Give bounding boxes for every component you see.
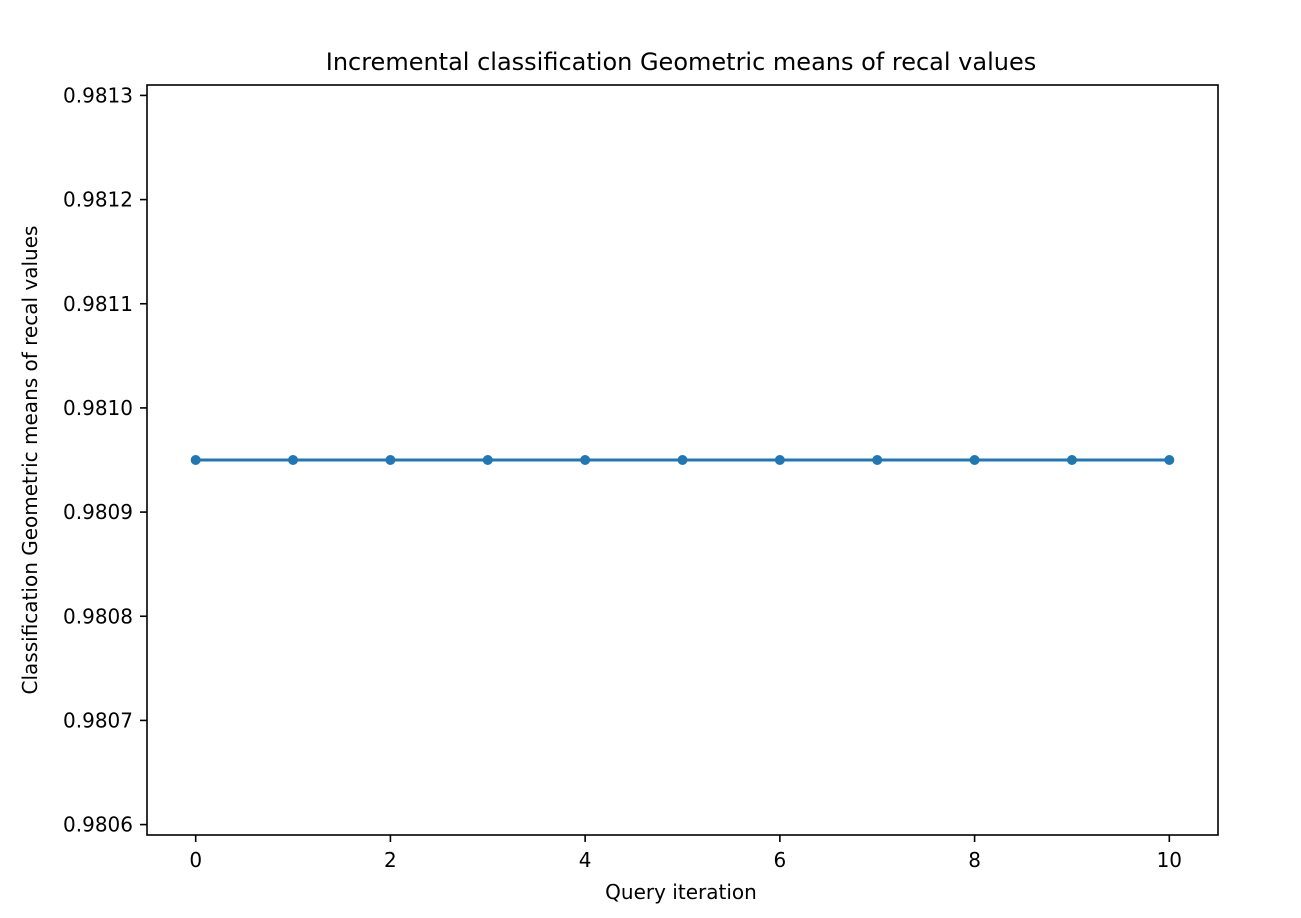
data-point: [677, 455, 688, 465]
plot-frame: [146, 84, 1219, 836]
y-axis-title: Classification Geometric means of recal …: [18, 226, 42, 695]
x-tick-label: 6: [773, 848, 786, 872]
x-tick-label: 0: [189, 848, 202, 872]
x-tick-label: 10: [1157, 848, 1182, 872]
data-point: [190, 455, 201, 465]
data-point: [1066, 455, 1077, 465]
y-tick-label: 0.9809: [63, 500, 133, 524]
x-tick-label: 2: [384, 848, 397, 872]
y-tick-label: 0.9812: [63, 188, 133, 212]
y-tick-label: 0.9811: [63, 292, 133, 316]
data-point: [385, 455, 396, 465]
data-point: [872, 455, 883, 465]
data-point: [482, 455, 493, 465]
data-point: [580, 455, 591, 465]
y-tick-label: 0.9813: [63, 83, 133, 107]
x-tick-label: 8: [968, 848, 981, 872]
x-tick-label: 4: [579, 848, 592, 872]
data-point: [969, 455, 980, 465]
data-point: [288, 455, 299, 465]
data-point: [1164, 455, 1175, 465]
y-tick-label: 0.9807: [63, 708, 133, 732]
data-point: [774, 455, 785, 465]
plot-area: 0 2 4 6 8 10 0.9806 0.9807 0.9808 0.9809 0.9810 0.9…: [63, 83, 1219, 872]
x-axis-title: Query iteration: [605, 880, 757, 904]
y-tick-label: 0.9806: [63, 813, 133, 837]
y-tick-label: 0.9810: [63, 396, 133, 420]
chart-title: Incremental classification Geometric mea…: [326, 48, 1037, 76]
y-tick-label: 0.9808: [63, 604, 133, 628]
